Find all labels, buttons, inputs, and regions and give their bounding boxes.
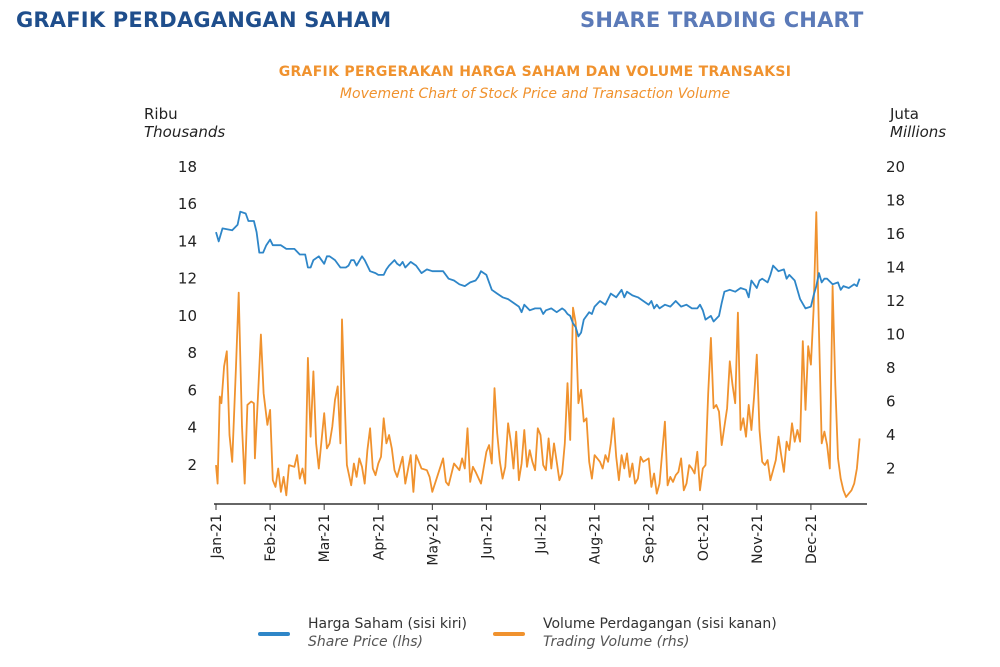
legend-price: Harga Saham (sisi kiri) Share Price (lhs… (258, 615, 467, 651)
x-tick-label: Aug-21 (588, 514, 604, 564)
left-y-tick-label: 16 (178, 195, 197, 213)
left-y-tick-label: 2 (187, 456, 197, 474)
legend-price-label: Harga Saham (sisi kiri) (308, 616, 467, 632)
right-axis-unit-label-en: Millions (890, 123, 946, 141)
left-y-tick-label: 10 (178, 307, 197, 325)
right-y-tick-label: 20 (886, 158, 905, 176)
left-axis-unit-label: Ribu (144, 105, 178, 123)
trading-volume-line (215, 211, 861, 498)
legend-volume: Volume Perdagangan (sisi kanan) Trading … (493, 615, 777, 651)
x-tick-label: Jun-21 (479, 514, 495, 560)
right-y-tick-label: 16 (886, 225, 905, 243)
legend-price-swatch (258, 632, 290, 636)
right-y-tick-label: 12 (886, 292, 905, 310)
right-y-tick-label: 14 (886, 259, 905, 277)
x-tick-label: May-21 (425, 514, 441, 566)
right-y-tick-label: 4 (886, 426, 896, 444)
legend-volume-label-en: Trading Volume (rhs) (543, 633, 777, 651)
left-axis-unit-label-en: Thousands (144, 123, 225, 141)
left-header-title: GRAFIK PERDAGANGAN SAHAM (16, 8, 392, 32)
right-axis-unit-label: Juta (890, 105, 920, 123)
right-header-title: SHARE TRADING CHART (580, 8, 864, 32)
left-axis-unit-label-en-text: Thousands (144, 123, 226, 141)
legend-price-label-en-text: Share Price (lhs) (308, 634, 423, 650)
left-y-tick-label: 14 (178, 232, 197, 250)
x-tick-label: Sep-21 (642, 514, 658, 563)
x-tick-label: Dec-21 (804, 514, 820, 564)
left-y-tick-label: 8 (187, 344, 197, 362)
x-tick-label: Oct-21 (696, 514, 712, 561)
left-y-tick-label: 12 (178, 270, 197, 288)
x-tick-label: Nov-21 (750, 514, 766, 564)
right-axis-unit: Juta Millions (890, 105, 946, 141)
x-tick-label: Jan-21 (209, 514, 225, 559)
chart-title: GRAFIK PERGERAKAN HARGA SAHAM DAN VOLUME… (278, 64, 792, 80)
legend-volume-label: Volume Perdagangan (sisi kanan) (543, 616, 777, 632)
right-y-tick-label: 18 (886, 192, 905, 210)
right-y-tick-label: 8 (886, 359, 896, 377)
x-tick-label: Apr-21 (371, 514, 387, 560)
right-y-tick-label: 2 (886, 460, 896, 478)
legend-price-label-en: Share Price (lhs) (308, 633, 467, 651)
x-tick-label: Mar-21 (317, 514, 333, 562)
right-y-tick-label: 10 (886, 326, 905, 344)
x-tick-label: Feb-21 (263, 514, 279, 562)
left-y-tick-label: 18 (178, 158, 197, 176)
legend-volume-label-en-text: Trading Volume (rhs) (543, 634, 690, 650)
share-price-line (215, 210, 861, 338)
right-axis-unit-label-en-text: Millions (890, 123, 947, 141)
chart-subtitle: Movement Chart of Stock Price and Transa… (0, 86, 1000, 102)
legend-volume-swatch (493, 632, 525, 636)
chart-subtitle-text: Movement Chart of Stock Price and Transa… (339, 86, 731, 102)
left-axis-unit: Ribu Thousands (144, 105, 225, 141)
left-y-tick-label: 4 (187, 419, 197, 437)
right-y-tick-label: 6 (886, 393, 896, 411)
left-y-tick-label: 6 (187, 381, 197, 399)
x-tick-label: Jul-21 (534, 514, 550, 555)
